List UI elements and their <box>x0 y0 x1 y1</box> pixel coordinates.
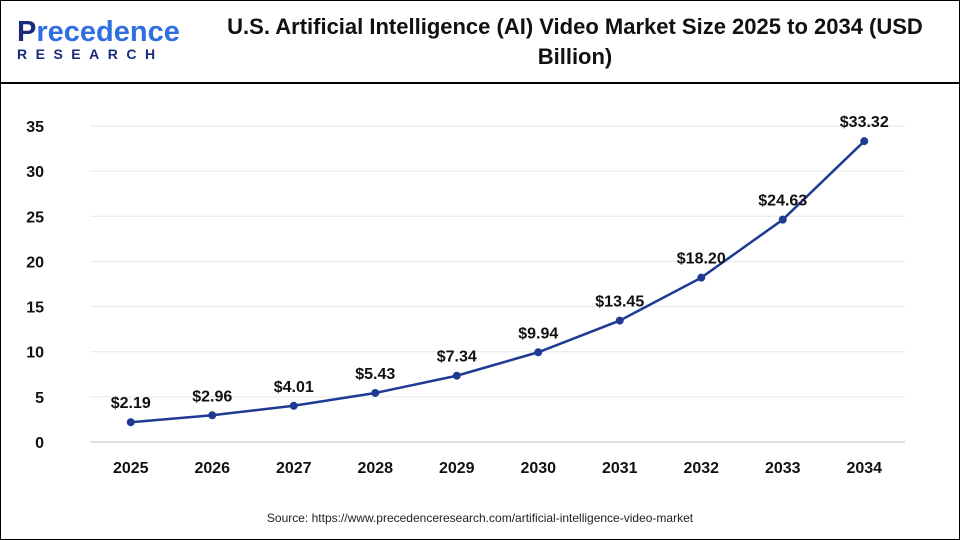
x-tick-label: 2029 <box>439 460 475 477</box>
x-tick-label: 2030 <box>520 460 556 477</box>
y-tick-label: 25 <box>26 209 44 226</box>
data-label: $7.34 <box>437 349 477 366</box>
y-tick-label: 35 <box>26 119 44 136</box>
data-point <box>208 411 217 420</box>
x-tick-label: 2026 <box>194 460 230 477</box>
source-text: Source: https://www.precedenceresearch.c… <box>266 511 694 525</box>
data-label: $2.19 <box>111 395 151 412</box>
data-label: $4.01 <box>274 379 314 396</box>
data-point <box>289 401 298 410</box>
data-label: $13.45 <box>595 294 644 311</box>
data-point <box>860 137 869 146</box>
x-tick-label: 2034 <box>846 460 882 477</box>
precedence-research-logo: Precedence RESEARCH <box>17 16 180 63</box>
data-point <box>126 418 135 427</box>
x-tick-label: 2025 <box>113 460 149 477</box>
data-point <box>371 388 380 397</box>
data-point <box>452 371 461 380</box>
data-label: $33.32 <box>840 114 889 131</box>
x-tick-label: 2032 <box>683 460 719 477</box>
x-tick-label: 2028 <box>357 460 393 477</box>
x-tick-label: 2027 <box>276 460 312 477</box>
data-label: $24.63 <box>758 193 807 210</box>
data-label: $5.43 <box>355 366 395 383</box>
data-point <box>534 348 543 357</box>
data-point <box>615 316 624 325</box>
data-label: $18.20 <box>677 251 726 268</box>
data-point <box>778 215 787 224</box>
series-line <box>130 140 866 424</box>
data-label: $2.96 <box>192 388 232 405</box>
y-tick-label: 0 <box>35 435 44 452</box>
y-tick-label: 30 <box>26 164 44 181</box>
y-tick-label: 5 <box>35 390 44 407</box>
y-tick-label: 10 <box>26 345 44 362</box>
y-tick-label: 20 <box>26 254 44 271</box>
y-tick-label: 15 <box>26 300 44 317</box>
x-tick-label: 2033 <box>765 460 801 477</box>
data-label: $9.94 <box>518 325 558 342</box>
data-point <box>697 273 706 282</box>
header: Precedence RESEARCH U.S. Artificial Inte… <box>0 0 960 84</box>
chart-title: U.S. Artificial Intelligence (AI) Video … <box>227 14 923 69</box>
x-tick-label: 2031 <box>602 460 638 477</box>
